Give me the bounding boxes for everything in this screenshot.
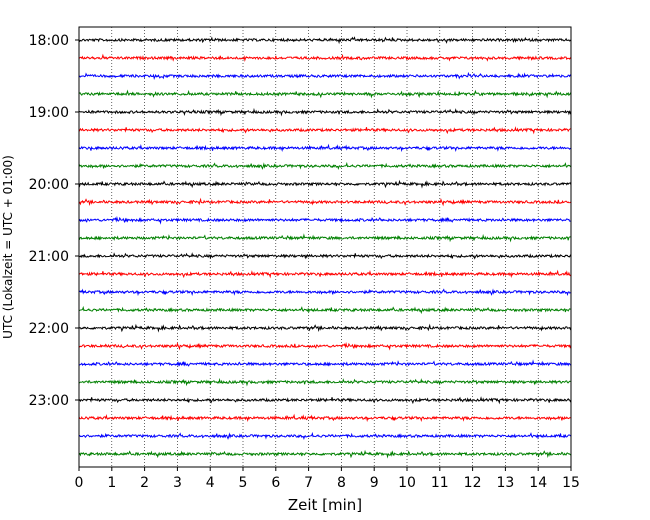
trace-group — [78, 36, 572, 459]
trace-line-13 — [78, 252, 572, 260]
x-tick-label-4: 4 — [206, 475, 215, 491]
grid-lines — [111, 27, 539, 467]
trace-line-15 — [78, 288, 572, 297]
trace-line-17 — [78, 323, 572, 333]
x-tick-label-6: 6 — [271, 475, 280, 491]
y-tick-label-2100: 21:00 — [29, 249, 69, 265]
x-tick-label-10: 10 — [398, 475, 416, 491]
x-tick-label-15: 15 — [562, 475, 580, 491]
y-tick-label-2200: 22:00 — [29, 321, 69, 337]
y-tick-label-2300: 23:00 — [29, 393, 69, 409]
trace-line-18 — [78, 341, 572, 351]
trace-line-19 — [78, 359, 572, 367]
x-axis-label: Zeit [min] — [288, 496, 362, 514]
x-tick-label-12: 12 — [464, 475, 482, 491]
trace-line-3 — [78, 71, 572, 80]
x-tick-label-14: 14 — [529, 475, 547, 491]
x-tick-label-7: 7 — [304, 475, 313, 491]
trace-line-14 — [78, 269, 572, 279]
y-tick-label-2000: 20:00 — [29, 177, 69, 193]
trace-line-20 — [78, 377, 572, 387]
trace-line-8 — [78, 161, 572, 170]
trace-line-12 — [78, 233, 572, 243]
x-tick-label-11: 11 — [431, 475, 449, 491]
trace-line-23 — [78, 431, 572, 440]
x-tick-label-1: 1 — [107, 475, 116, 491]
x-tick-label-0: 0 — [75, 475, 84, 491]
y-tick-label-1900: 19:00 — [29, 105, 69, 121]
trace-line-4 — [78, 89, 572, 99]
trace-line-2 — [78, 53, 572, 62]
x-tick-label-8: 8 — [337, 475, 346, 491]
trace-line-5 — [78, 107, 572, 117]
trace-line-21 — [78, 396, 572, 405]
x-axis: 0 1 2 3 4 5 6 7 8 9 10 11 12 13 14 15 — [75, 467, 580, 491]
trace-line-1 — [78, 36, 572, 45]
x-tick-label-3: 3 — [173, 475, 182, 491]
trace-line-7 — [78, 143, 572, 153]
x-tick-label-2: 2 — [140, 475, 149, 491]
plot-frame — [78, 26, 572, 468]
trace-line-24 — [78, 449, 572, 459]
trace-line-11 — [78, 215, 572, 225]
y-tick-label-1800: 18:00 — [29, 33, 69, 49]
y-axis-label: UTC (Lokalzeit = UTC + 01:00) — [1, 155, 15, 339]
trace-line-9 — [78, 179, 572, 189]
x-tick-label-9: 9 — [370, 475, 379, 491]
x-tick-label-13: 13 — [496, 475, 514, 491]
y-axis: 18:00 19:00 20:00 21:00 22:00 23:00 — [29, 33, 79, 409]
trace-line-16 — [78, 305, 572, 315]
trace-line-22 — [78, 413, 572, 423]
trace-line-10 — [78, 197, 572, 207]
x-tick-label-5: 5 — [239, 475, 248, 491]
trace-line-6 — [78, 126, 572, 135]
